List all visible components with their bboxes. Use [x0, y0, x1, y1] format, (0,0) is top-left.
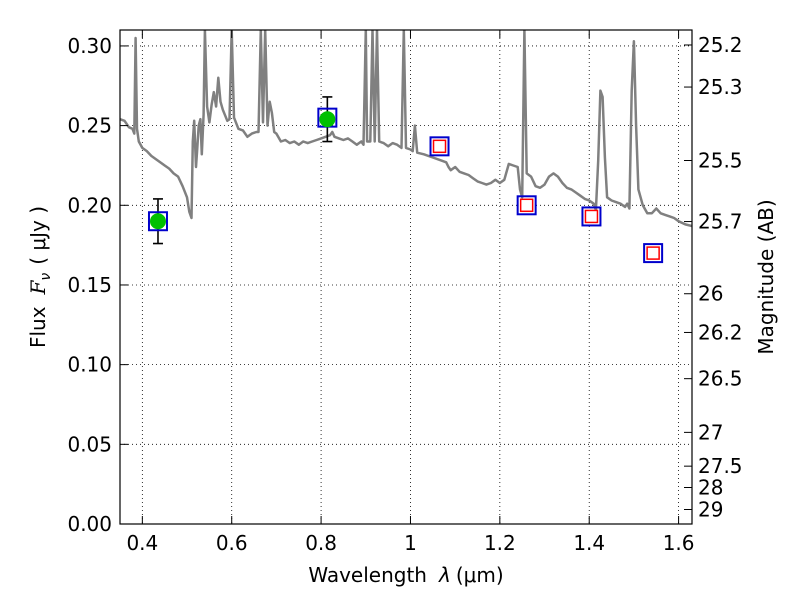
x-tick-label: 0.8: [305, 531, 337, 555]
y2-tick-label: 26.2: [698, 320, 743, 344]
observed-flux-point: [319, 111, 336, 128]
x-tick-label: 1.2: [484, 531, 516, 555]
x-tick-label: 1.6: [663, 531, 695, 555]
x-tick-label: 0.4: [126, 531, 158, 555]
model-band-square: [516, 195, 537, 216]
y2-tick-label: 25.7: [698, 210, 743, 234]
model-band-square: [429, 136, 450, 157]
x-tick-label: 0.6: [216, 531, 248, 555]
y2-tick-label: 25.5: [698, 149, 743, 173]
upper-limit-square: [432, 139, 447, 154]
y2-tick-label: 27.5: [698, 454, 743, 478]
x-tick-label: 1: [404, 531, 417, 555]
x-tick-label: 1.4: [573, 531, 605, 555]
y-tick-label: 0.00: [67, 512, 112, 536]
y2-tick-label: 27: [698, 420, 723, 444]
axis-ticks: 0.4 0.6 0.8 1 1.2 1.4 1.6 0.00 0.05 0.10 0.15 0.20 0…: [67, 30, 743, 555]
plot-area: [120, 30, 692, 264]
y2-tick-label: 26: [698, 282, 723, 306]
y-tick-label: 0.25: [67, 114, 112, 138]
model-band-square: [147, 211, 168, 232]
upper-limit-square: [519, 198, 534, 213]
y-axis-title: FluxFν( μJy ): [26, 206, 54, 348]
upper-limit-square: [646, 246, 660, 260]
upper-limit-square: [584, 209, 599, 224]
y-tick-label: 0.15: [67, 273, 112, 297]
model-band-square: [643, 243, 664, 264]
y2-tick-label: 29: [698, 497, 723, 521]
y-tick-label: 0.05: [67, 432, 112, 456]
x-axis-title: Wavelength λ (μm): [308, 563, 503, 587]
y-tick-label: 0.10: [67, 353, 112, 377]
y2-tick-label: 28: [698, 476, 723, 500]
plot-frame: [119, 29, 693, 525]
y-tick-label: 0.30: [67, 34, 112, 58]
y2-axis-title: Magnitude (AB): [754, 199, 778, 354]
y2-tick-label: 25.2: [698, 33, 743, 57]
model-spectrum-line: [120, 30, 692, 228]
y2-tick-label: 25.3: [698, 75, 743, 99]
observed-flux-point: [149, 213, 166, 230]
y2-tick-label: 26.5: [698, 367, 743, 391]
model-band-square: [581, 206, 602, 227]
y-tick-label: 0.20: [67, 193, 112, 217]
